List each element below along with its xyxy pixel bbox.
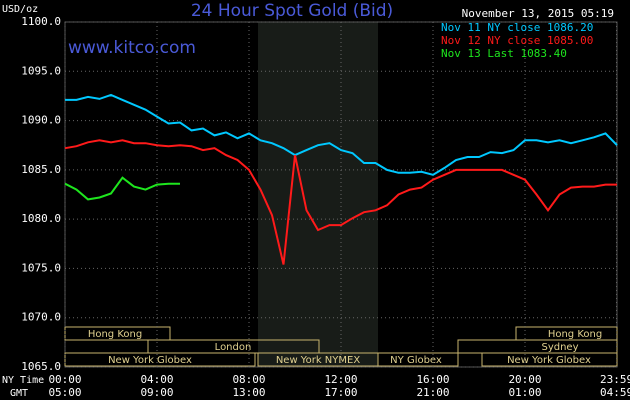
x-tick-label: 20:00 bbox=[508, 373, 541, 386]
series-line bbox=[65, 93, 618, 176]
x-tick-label: 23:59 bbox=[600, 373, 630, 386]
chart-title: 24 Hour Spot Gold (Bid) bbox=[191, 1, 393, 21]
session-label: New York NYMEX bbox=[276, 355, 361, 366]
session-label: Sydney bbox=[541, 342, 578, 353]
x-tick-label: 12:00 bbox=[324, 373, 357, 386]
y-tick-label: 1100.0 bbox=[21, 15, 61, 28]
x2-tick-label: 01:00 bbox=[508, 386, 541, 399]
x2-tick-label: 17:00 bbox=[324, 386, 357, 399]
session-label: London bbox=[215, 342, 252, 353]
sessions: Hong Kong Hong Kong London Sydney New Yo… bbox=[64, 326, 618, 367]
y-tick-label: 1085.0 bbox=[21, 163, 61, 176]
legend-label: Nov 11 NY close 1086.20 bbox=[441, 21, 593, 34]
y-tick-label: 1070.0 bbox=[21, 311, 61, 324]
y-tick-label: 1080.0 bbox=[21, 212, 61, 225]
session-box bbox=[64, 352, 256, 367]
session-label: New York Globex bbox=[507, 355, 591, 366]
x2-tick-label: 04:59 bbox=[600, 386, 630, 399]
x2-tick-label: 05:00 bbox=[48, 386, 81, 399]
session-box bbox=[481, 352, 618, 367]
x-tick-label: 04:00 bbox=[140, 373, 173, 386]
series-line bbox=[64, 139, 617, 265]
y-tick-label: 1095.0 bbox=[21, 64, 61, 77]
session-label: Hong Kong bbox=[88, 329, 142, 340]
session-label: New York Globex bbox=[108, 355, 192, 366]
session-label: NY Globex bbox=[390, 355, 442, 366]
nymex-shade bbox=[258, 22, 378, 367]
timestamp: November 13, 2015 05:19 bbox=[462, 7, 614, 20]
x2-tick-label: 13:00 bbox=[232, 386, 265, 399]
series-line bbox=[64, 176, 180, 201]
y-label: USD/oz bbox=[2, 4, 38, 15]
legend-label: Nov 12 NY close 1085.00 bbox=[441, 34, 593, 47]
x-tick-label: 00:00 bbox=[48, 373, 81, 386]
session-box bbox=[64, 326, 171, 341]
watermark: www.kitco.com bbox=[68, 38, 196, 58]
x2-tick-label: 21:00 bbox=[416, 386, 449, 399]
session-box bbox=[377, 352, 459, 367]
y-tick-label: 1065.0 bbox=[21, 360, 61, 373]
y-tick-label: 1075.0 bbox=[21, 261, 61, 274]
y-tick-label: 1090.0 bbox=[21, 114, 61, 127]
x2-label: GMT bbox=[10, 388, 28, 399]
session-label: Hong Kong bbox=[548, 329, 602, 340]
x2-tick-label: 09:00 bbox=[140, 386, 173, 399]
x-tick-label: 16:00 bbox=[416, 373, 449, 386]
legend-label: Nov 13 Last 1083.40 bbox=[441, 47, 567, 60]
x-label: NY Time bbox=[2, 375, 44, 386]
x-tick-label: 08:00 bbox=[232, 373, 265, 386]
